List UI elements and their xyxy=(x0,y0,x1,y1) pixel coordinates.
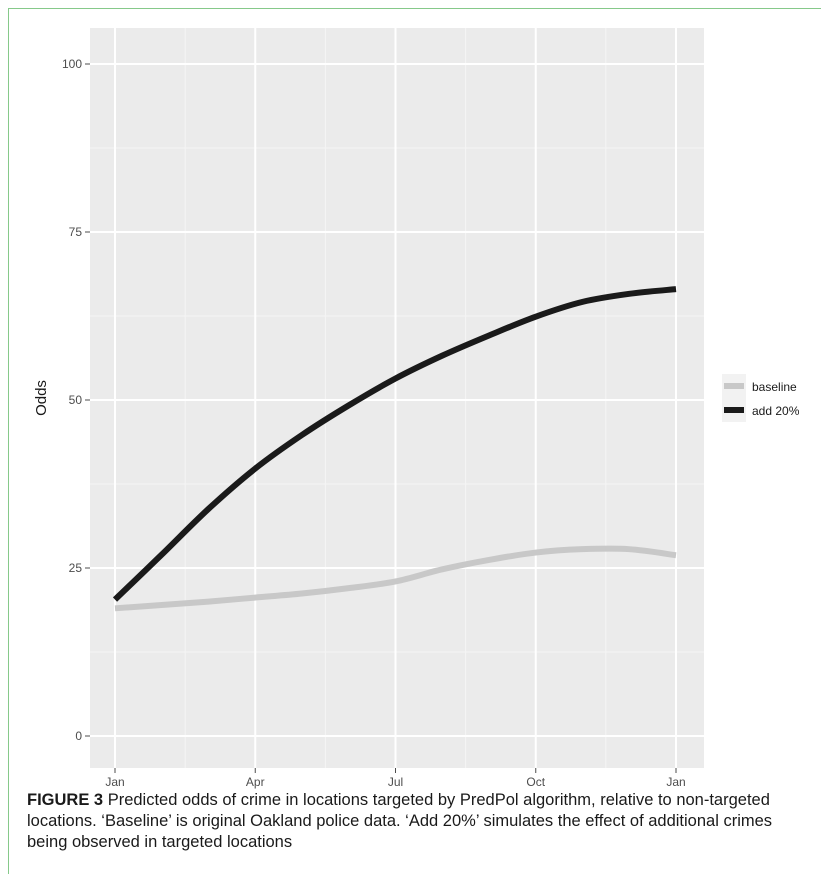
y-tick-label: 75 xyxy=(69,225,83,239)
series-line-baseline xyxy=(114,545,677,612)
figure-caption: FIGURE 3 Predicted odds of crime in loca… xyxy=(27,790,807,853)
y-tick-label: 0 xyxy=(75,729,82,743)
figure-caption-text: Predicted odds of crime in locations tar… xyxy=(27,791,773,851)
y-axis-title: Odds xyxy=(33,380,50,416)
figure-frame-top xyxy=(8,8,821,9)
y-tick-label: 25 xyxy=(69,561,83,575)
x-tick-label: Jul xyxy=(388,775,403,789)
plot-panel xyxy=(90,28,704,768)
figure-label: FIGURE 3 xyxy=(27,791,104,809)
figure-frame-left xyxy=(8,8,9,874)
x-tick-label: Jan xyxy=(105,775,124,789)
series-line-add-20- xyxy=(112,286,677,602)
y-tick-label: 100 xyxy=(62,57,82,71)
legend-label: add 20% xyxy=(752,404,800,418)
x-tick-label: Jan xyxy=(666,775,685,789)
x-tick-label: Oct xyxy=(526,775,545,789)
odds-line-chart: 0 25 50 75 100 Jan Apr Jul Oct Jan Odds baseline add… xyxy=(33,28,800,789)
legend-label: baseline xyxy=(752,380,797,394)
x-tick-label: Apr xyxy=(246,775,265,789)
y-tick-label: 50 xyxy=(69,393,83,407)
